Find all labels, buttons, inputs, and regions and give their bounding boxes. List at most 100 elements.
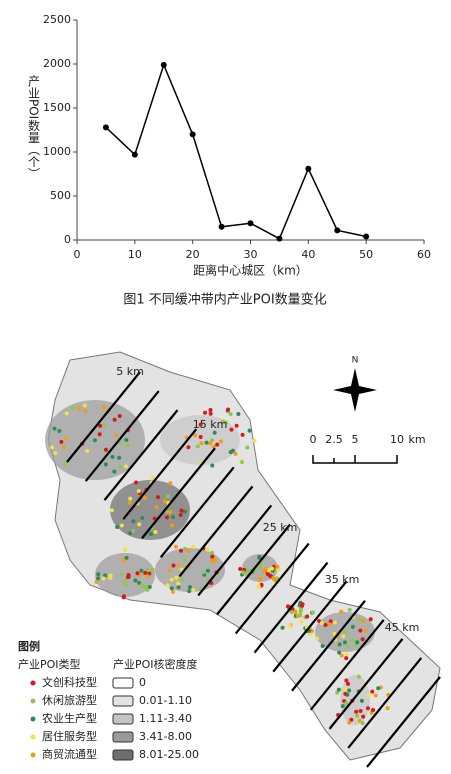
poi-dot xyxy=(213,558,218,563)
buffer-line xyxy=(234,542,310,635)
poi-dot xyxy=(179,508,184,513)
poi-dot xyxy=(208,411,213,416)
poi-dot xyxy=(117,465,122,470)
poi-dot xyxy=(155,495,160,500)
poi-dot xyxy=(347,720,352,725)
poi-dot xyxy=(370,689,375,694)
poi-dot xyxy=(371,708,376,713)
map: 5 km 15 km 25 km 35 km 45 km N 0 2.5 5 10 km 图例产业PO… xyxy=(18,351,441,768)
legend-title: 图例 xyxy=(18,639,40,653)
poi-dot xyxy=(123,579,128,584)
data-point xyxy=(334,227,341,234)
poi-dot xyxy=(337,650,342,655)
poi-dot xyxy=(289,609,294,614)
poi-dot xyxy=(327,622,332,627)
poi-dot xyxy=(363,628,368,633)
legend-dot xyxy=(30,734,36,740)
poi-dot xyxy=(342,687,347,692)
poi-dot xyxy=(108,575,113,580)
north-arrow xyxy=(333,368,377,412)
poi-dot xyxy=(117,413,122,418)
poi-dot xyxy=(210,438,215,443)
y-tick-label: 2500 xyxy=(43,13,71,26)
poi-dot xyxy=(263,567,268,572)
x-tick-label: 40 xyxy=(301,248,315,261)
x-tick-label: 60 xyxy=(417,248,431,261)
poi-dot xyxy=(64,436,69,441)
poi-dot xyxy=(195,444,200,449)
poi-dot xyxy=(373,693,378,698)
poi-dot xyxy=(280,625,285,630)
distance-label: 15 km xyxy=(193,418,228,431)
poi-dot xyxy=(212,430,217,435)
poi-dot xyxy=(119,523,124,528)
poi-dot xyxy=(360,721,365,726)
poi-dot xyxy=(112,417,117,422)
poi-dot xyxy=(101,576,106,581)
poi-dot xyxy=(136,489,141,494)
poi-dot xyxy=(176,563,181,568)
poi-dot xyxy=(165,583,170,588)
poi-dot xyxy=(223,420,228,425)
poi-dot xyxy=(361,619,366,624)
poi-dot xyxy=(187,589,192,594)
poi-dot xyxy=(357,718,362,723)
poi-dot xyxy=(124,438,129,443)
poi-dot xyxy=(241,570,246,575)
poi-dot xyxy=(182,558,187,563)
poi-dot xyxy=(361,714,366,719)
y-tick-label: 1500 xyxy=(43,101,71,114)
buffer-line xyxy=(216,523,291,616)
poi-dot xyxy=(109,508,114,513)
poi-dot xyxy=(147,584,152,589)
data-point xyxy=(102,124,109,131)
legend-swatch xyxy=(112,749,134,761)
buffer-line xyxy=(347,657,423,749)
x-tick-label: 10 xyxy=(128,248,142,261)
poi-dot xyxy=(198,434,203,439)
poi-dot xyxy=(257,554,262,559)
poi-dot xyxy=(320,643,325,648)
distance-label: 25 km xyxy=(263,521,298,534)
x-tick-label: 30 xyxy=(244,248,258,261)
poi-dot xyxy=(328,619,333,624)
poi-dot xyxy=(198,422,203,427)
poi-dot xyxy=(208,441,213,446)
line-chart: 0 500 1000 1500 2000 2500 0 10 20 30 40 50 60 距离中心城区（… xyxy=(27,13,432,278)
poi-dot xyxy=(317,618,322,623)
density-hotspot xyxy=(110,480,190,540)
poi-dot xyxy=(102,423,107,428)
poi-dot xyxy=(350,624,355,629)
scale-label: 0 xyxy=(310,433,317,446)
poi-dot xyxy=(168,510,173,515)
y-axis-label: 产业POI数量（个） xyxy=(27,75,41,180)
north-label: N xyxy=(352,356,359,366)
poi-dot xyxy=(210,550,215,555)
poi-dot xyxy=(76,406,81,411)
poi-dot xyxy=(145,567,150,572)
poi-dot xyxy=(308,632,313,637)
poi-dot xyxy=(169,586,174,591)
poi-dot xyxy=(343,640,348,645)
poi-dot xyxy=(305,614,310,619)
poi-dot xyxy=(145,574,150,579)
poi-dot xyxy=(203,410,208,415)
poi-dot xyxy=(85,449,90,454)
poi-dot xyxy=(229,427,234,432)
poi-dot xyxy=(335,690,340,695)
poi-dot xyxy=(376,686,381,691)
poi-dot xyxy=(340,704,345,709)
poi-dot xyxy=(117,455,122,460)
legend-swatch xyxy=(112,677,134,689)
buffer-line xyxy=(122,428,198,520)
legend-density-label: 3.41-8.00 xyxy=(139,730,192,743)
poi-dot xyxy=(140,515,145,520)
poi-dot xyxy=(171,514,176,519)
scale-label: 10 xyxy=(390,433,404,446)
poi-dot xyxy=(149,531,154,536)
poi-dot xyxy=(118,441,123,446)
poi-dot xyxy=(208,408,213,413)
region xyxy=(47,351,441,761)
y-tick-label: 0 xyxy=(64,233,71,246)
poi-dot xyxy=(104,447,109,452)
